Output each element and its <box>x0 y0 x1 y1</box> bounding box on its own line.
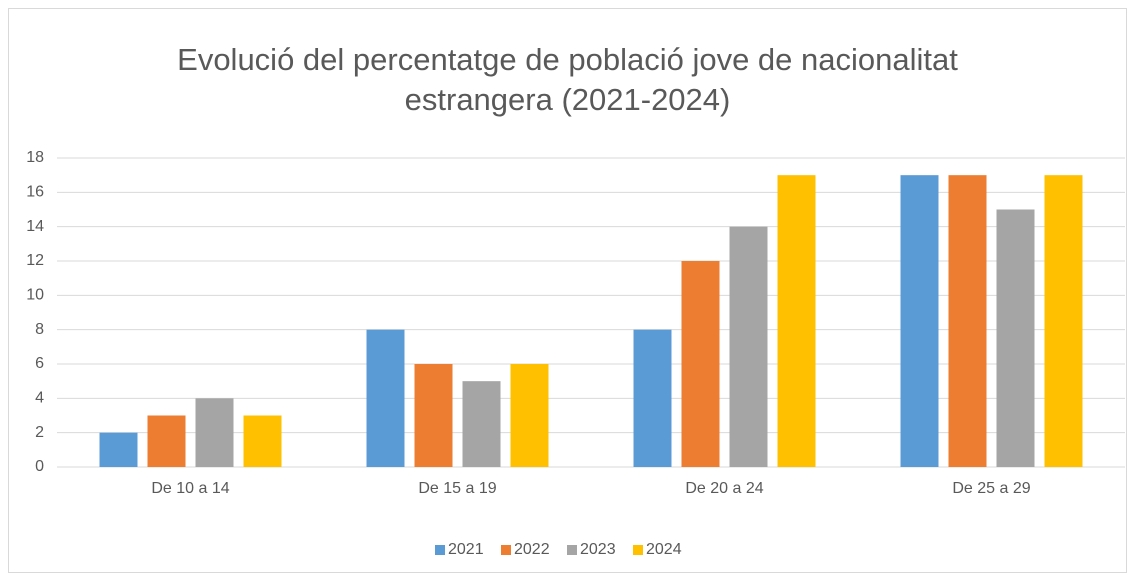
legend-label: 2022 <box>514 541 550 558</box>
legend-swatch <box>567 545 577 555</box>
legend-swatch <box>633 545 643 555</box>
bar <box>948 175 987 467</box>
bar <box>195 398 234 467</box>
bar <box>366 329 405 467</box>
x-tick-label: De 20 a 24 <box>685 480 763 497</box>
x-tick-label: De 25 a 29 <box>952 480 1030 497</box>
legend-label: 2024 <box>646 541 682 558</box>
bar <box>729 226 768 467</box>
y-tick-label: 8 <box>35 321 44 338</box>
legend-swatch <box>501 545 511 555</box>
y-tick-label: 10 <box>26 287 44 304</box>
bar <box>510 364 549 467</box>
chart-title: Evolució del percentatge de població jov… <box>177 42 958 117</box>
bar <box>147 415 186 467</box>
chart-border <box>8 8 1127 573</box>
y-tick-label: 14 <box>26 218 44 235</box>
y-tick-label: 18 <box>26 149 44 166</box>
bar <box>99 432 138 467</box>
y-tick-label: 16 <box>26 184 44 201</box>
bar <box>996 209 1035 467</box>
bar <box>633 329 672 467</box>
legend-label: 2021 <box>448 541 484 558</box>
legend-swatch <box>435 545 445 555</box>
title-box: Evolució del percentatge de població jov… <box>0 40 1135 120</box>
y-tick-label: 12 <box>26 252 44 269</box>
bar <box>462 381 501 467</box>
y-tick-label: 4 <box>35 390 44 407</box>
x-tick-label: De 10 a 14 <box>151 480 229 497</box>
bar <box>681 261 720 467</box>
y-tick-label: 2 <box>35 424 44 441</box>
bar <box>900 175 939 467</box>
bar <box>414 364 453 467</box>
legend-label: 2023 <box>580 541 616 558</box>
x-tick-label: De 15 a 19 <box>418 480 496 497</box>
bar <box>1044 175 1083 467</box>
y-tick-label: 0 <box>35 458 44 475</box>
bar <box>777 175 816 467</box>
bar <box>243 415 282 467</box>
y-tick-label: 6 <box>35 355 44 372</box>
